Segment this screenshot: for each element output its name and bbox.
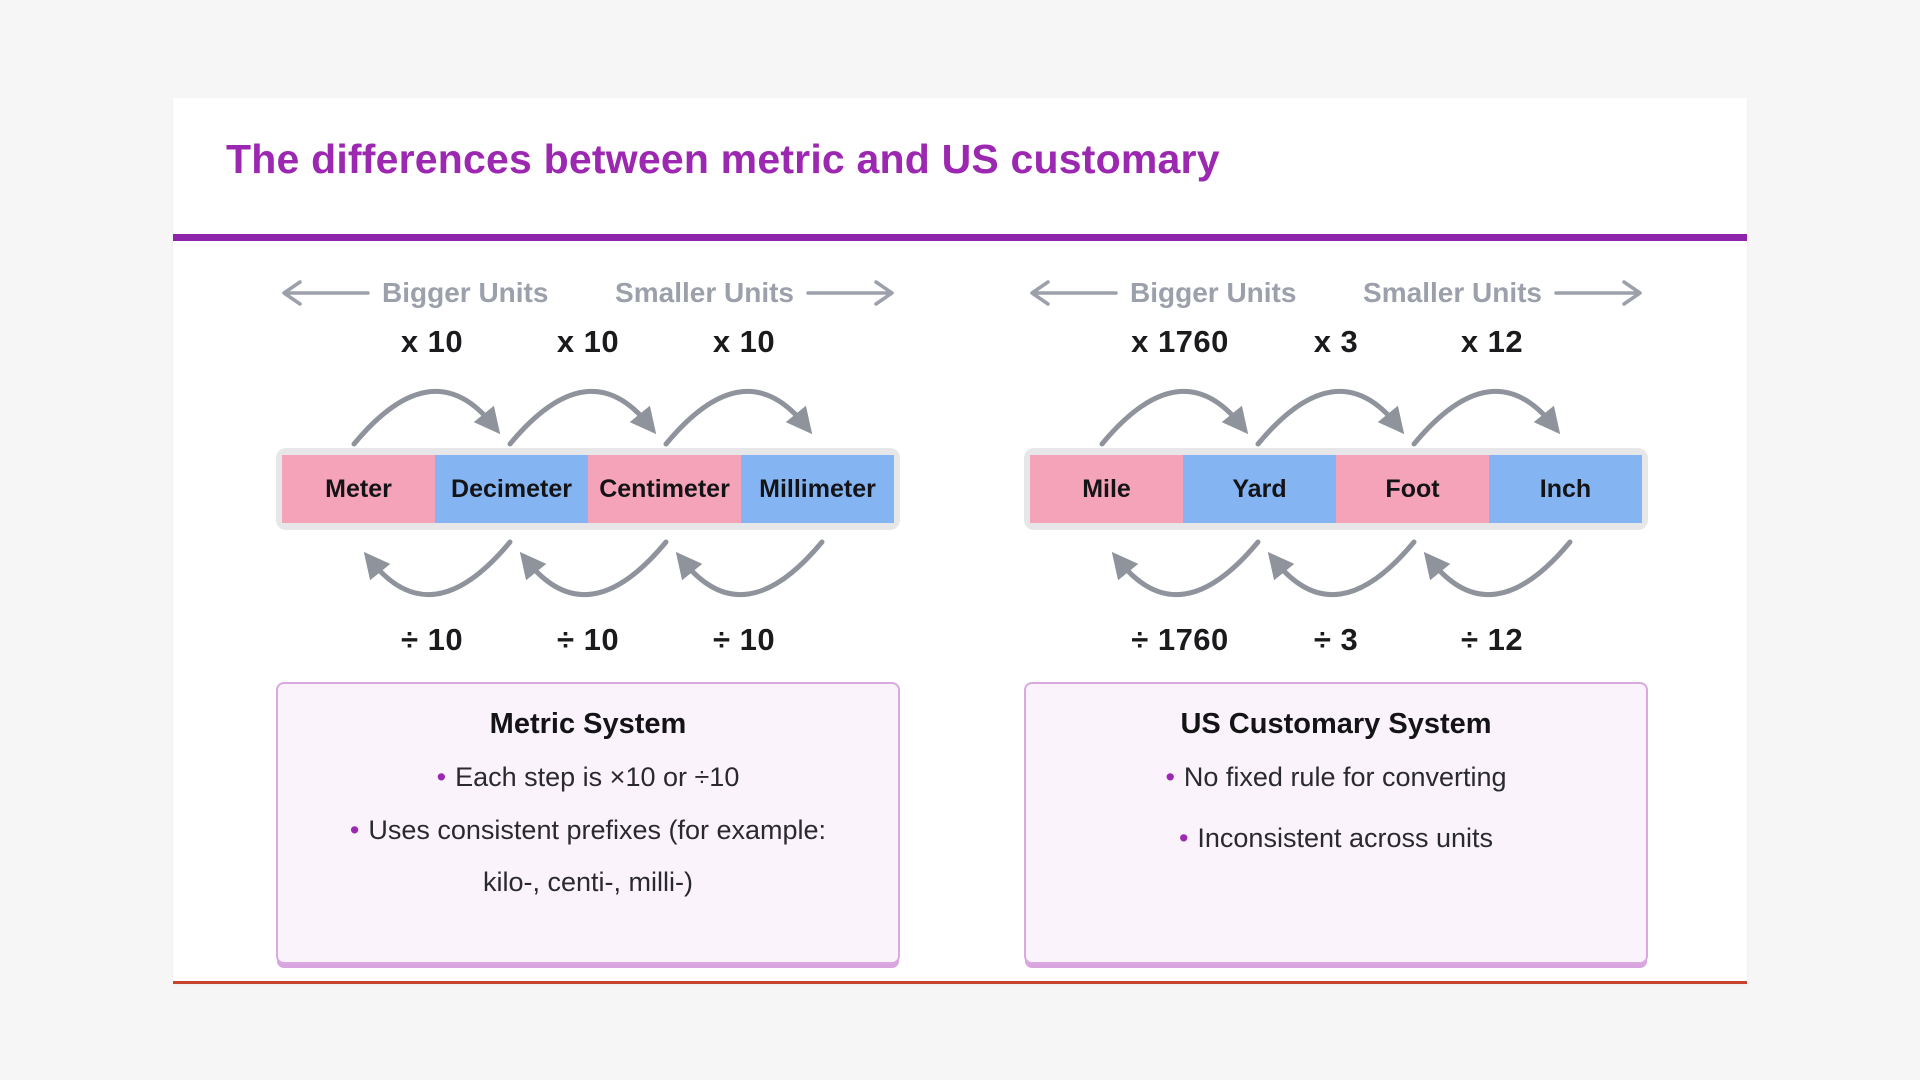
multiplier-label: x 1760 bbox=[1131, 324, 1229, 359]
smaller-units-arrow-icon bbox=[1554, 280, 1642, 306]
unit-cell-mile: Mile bbox=[1030, 455, 1183, 523]
bigger-units-arrow-icon bbox=[282, 280, 370, 306]
multiplier-labels: x 10 x 10 x 10 bbox=[276, 324, 900, 364]
unit-cell-foot: Foot bbox=[1336, 455, 1489, 523]
info-bullets: • Each step is ×10 or ÷10 • Uses consisten… bbox=[308, 751, 868, 909]
unit-cell-decimeter: Decimeter bbox=[435, 455, 588, 523]
page-title: The differences between metric and US cu… bbox=[226, 136, 1220, 182]
unit-cell-centimeter: Centimeter bbox=[588, 455, 741, 523]
divider-label: ÷ 10 bbox=[712, 622, 776, 657]
bigger-units-label: Bigger Units bbox=[1130, 277, 1297, 308]
multiplier-label: x 12 bbox=[1460, 324, 1524, 359]
divide-arrows-icon bbox=[363, 539, 825, 598]
info-heading: US Customary System bbox=[1180, 708, 1492, 740]
bullet-dot: • bbox=[349, 814, 360, 845]
unit-label: Foot bbox=[1385, 474, 1440, 503]
bullet-item: • Uses consistent prefixes (for example: … bbox=[318, 804, 858, 909]
slide-card: The differences between metric and US cu… bbox=[173, 98, 1747, 984]
panel-us-customary: Bigger Units Smaller Units x 1760 x 3 x … bbox=[1024, 240, 1648, 964]
info-heading: Metric System bbox=[489, 708, 687, 740]
unit-label: Meter bbox=[325, 474, 392, 503]
bullet-item: • Inconsistent across units bbox=[1066, 812, 1606, 865]
bullet-item: • Each step is ×10 or ÷10 bbox=[318, 751, 858, 804]
unit-label: Mile bbox=[1082, 474, 1131, 503]
bullet-dot: • bbox=[1165, 762, 1175, 792]
multiply-arrows-icon bbox=[1099, 388, 1561, 447]
units-direction-header: Bigger Units Smaller Units bbox=[276, 276, 900, 310]
info-card-metric: Metric System • Each step is ×10 or ÷10 •… bbox=[276, 682, 900, 964]
multiplier-label: x 10 bbox=[712, 324, 776, 359]
unit-strip-metric: Meter Decimeter Centimeter Millimeter bbox=[276, 448, 900, 530]
smaller-units-label: Smaller Units bbox=[1363, 277, 1542, 308]
divide-arrows-icon bbox=[1111, 539, 1573, 598]
unit-cell-yard: Yard bbox=[1183, 455, 1336, 523]
panels-row: Bigger Units Smaller Units x 10 x 10 x 1… bbox=[173, 240, 1747, 964]
bigger-units-arrow-icon bbox=[1030, 280, 1118, 306]
unit-label: Decimeter bbox=[451, 474, 572, 503]
unit-cell-meter: Meter bbox=[282, 455, 435, 523]
bullet-dot: • bbox=[1178, 822, 1189, 853]
multiply-arrows-icon bbox=[351, 388, 813, 447]
bullet-dot: • bbox=[436, 762, 447, 792]
divider-label: ÷ 10 bbox=[400, 622, 464, 657]
unit-label: Centimeter bbox=[599, 474, 730, 503]
bullet-text: Inconsistent across units bbox=[1197, 822, 1494, 853]
unit-label: Inch bbox=[1539, 474, 1592, 503]
unit-cell-millimeter: Millimeter bbox=[741, 455, 894, 523]
bullet-text: No fixed rule for converting bbox=[1183, 762, 1507, 792]
units-direction-header: Bigger Units Smaller Units bbox=[1024, 276, 1648, 310]
bigger-units-label: Bigger Units bbox=[382, 277, 549, 308]
multiplier-label: x 10 bbox=[400, 324, 464, 359]
info-bullets: • No fixed rule for converting • Inconsist… bbox=[1056, 751, 1616, 864]
bullet-text: Uses consistent prefixes (for example: k… bbox=[368, 814, 827, 898]
title-underline bbox=[173, 234, 1747, 241]
divider-label: ÷ 3 bbox=[1313, 622, 1359, 657]
divider-label: ÷ 10 bbox=[556, 622, 620, 657]
info-card-us-customary: US Customary System • No fixed rule for c… bbox=[1024, 682, 1648, 964]
divider-labels: ÷ 1760 ÷ 3 ÷ 12 bbox=[1024, 622, 1648, 668]
smaller-units-arrow-icon bbox=[806, 280, 894, 306]
bullet-item: • No fixed rule for converting bbox=[1066, 751, 1606, 804]
smaller-units-label: Smaller Units bbox=[615, 277, 794, 308]
unit-label: Millimeter bbox=[759, 474, 876, 503]
bullet-text: Each step is ×10 or ÷10 bbox=[455, 762, 740, 792]
divider-label: ÷ 12 bbox=[1460, 622, 1524, 657]
divider-labels: ÷ 10 ÷ 10 ÷ 10 bbox=[276, 622, 900, 668]
multiplier-label: x 3 bbox=[1313, 324, 1359, 359]
unit-cell-inch: Inch bbox=[1489, 455, 1642, 523]
multiplier-labels: x 1760 x 3 x 12 bbox=[1024, 324, 1648, 364]
unit-strip-us: Mile Yard Foot Inch bbox=[1024, 448, 1648, 530]
multiplier-label: x 10 bbox=[556, 324, 620, 359]
divider-label: ÷ 1760 bbox=[1131, 622, 1229, 657]
panel-metric: Bigger Units Smaller Units x 10 x 10 x 1… bbox=[276, 240, 900, 964]
unit-label: Yard bbox=[1232, 474, 1287, 503]
